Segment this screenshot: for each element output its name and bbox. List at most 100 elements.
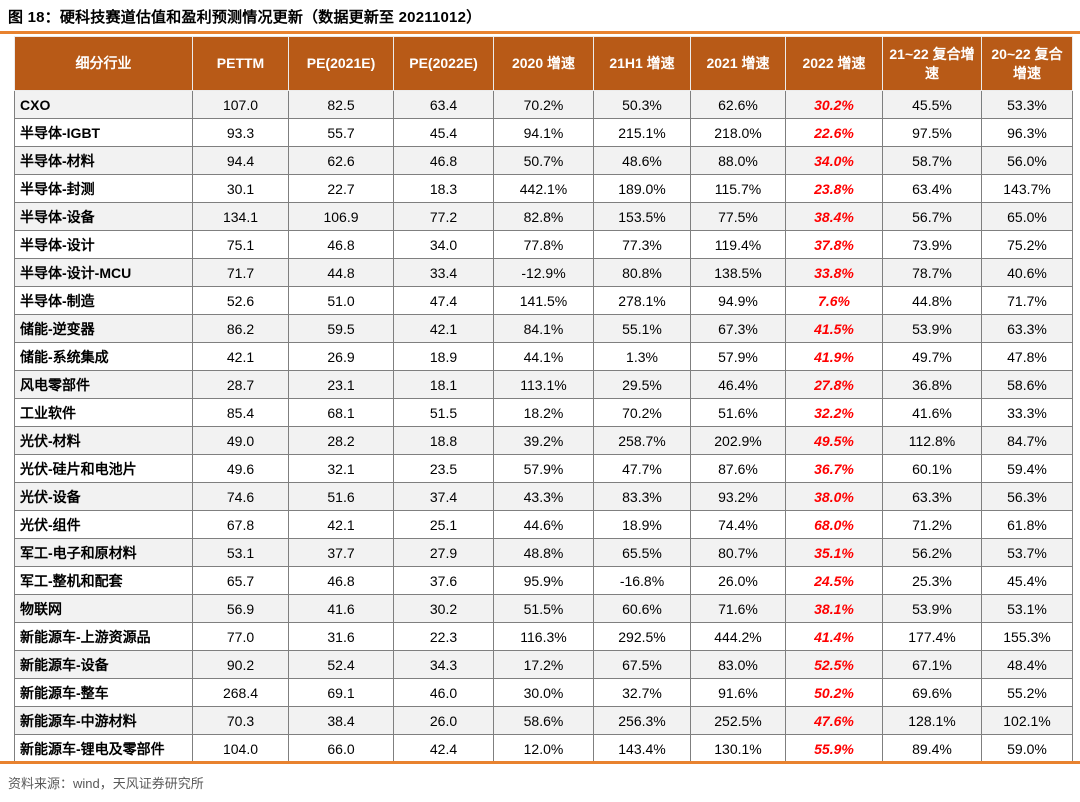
- value-cell: 52.4: [288, 650, 394, 679]
- table-row: 储能-逆变器 86.2 59.5 42.1 84.1% 55.1% 67.3% 41.5% 53…: [14, 314, 1073, 343]
- value-cell: 42.1: [288, 510, 394, 539]
- value-cell: 41.6: [288, 594, 394, 623]
- value-cell: 36.8%: [882, 370, 982, 399]
- value-cell: 57.9%: [690, 342, 786, 371]
- value-cell: 56.2%: [882, 538, 982, 567]
- value-cell: 82.8%: [493, 202, 594, 231]
- value-cell: 18.9%: [593, 510, 691, 539]
- value-cell: 30.2%: [785, 90, 883, 119]
- value-cell: 34.0: [393, 230, 494, 259]
- value-cell: 94.1%: [493, 118, 594, 147]
- value-cell: 91.6%: [690, 678, 786, 707]
- value-cell: 51.5%: [493, 594, 594, 623]
- industry-name-cell: 半导体-制造: [14, 286, 193, 315]
- value-cell: 67.5%: [593, 650, 691, 679]
- value-cell: 83.3%: [593, 482, 691, 511]
- value-cell: 30.0%: [493, 678, 594, 707]
- value-cell: 12.0%: [493, 734, 594, 763]
- value-cell: 27.8%: [785, 370, 883, 399]
- value-cell: 53.9%: [882, 594, 982, 623]
- value-cell: 256.3%: [593, 706, 691, 735]
- value-cell: 40.6%: [981, 258, 1073, 287]
- value-cell: 59.5: [288, 314, 394, 343]
- column-header: 2021 增速: [690, 36, 786, 91]
- table-row: 半导体-制造 52.6 51.0 47.4 141.5% 278.1% 94.9% 7.6% 4…: [14, 286, 1073, 315]
- value-cell: 82.5: [288, 90, 394, 119]
- value-cell: 67.3%: [690, 314, 786, 343]
- value-cell: 444.2%: [690, 622, 786, 651]
- value-cell: 41.4%: [785, 622, 883, 651]
- value-cell: 89.4%: [882, 734, 982, 763]
- industry-name-cell: 军工-电子和原材料: [14, 538, 193, 567]
- value-cell: 94.9%: [690, 286, 786, 315]
- value-cell: 47.4: [393, 286, 494, 315]
- value-cell: 44.1%: [493, 342, 594, 371]
- industry-name-cell: CXO: [14, 90, 193, 119]
- value-cell: 215.1%: [593, 118, 691, 147]
- value-cell: 44.8%: [882, 286, 982, 315]
- value-cell: 48.6%: [593, 146, 691, 175]
- value-cell: 141.5%: [493, 286, 594, 315]
- column-header: 2020 增速: [493, 36, 594, 91]
- value-cell: 53.3%: [981, 90, 1073, 119]
- value-cell: 67.1%: [882, 650, 982, 679]
- value-cell: 34.0%: [785, 146, 883, 175]
- value-cell: 107.0: [192, 90, 289, 119]
- industry-name-cell: 军工-整机和配套: [14, 566, 193, 595]
- table-row: 物联网 56.9 41.6 30.2 51.5% 60.6% 71.6% 38.1% 53.9%…: [14, 594, 1073, 623]
- value-cell: 77.3%: [593, 230, 691, 259]
- value-cell: 43.3%: [493, 482, 594, 511]
- value-cell: 62.6: [288, 146, 394, 175]
- value-cell: 442.1%: [493, 174, 594, 203]
- value-cell: 25.1: [393, 510, 494, 539]
- value-cell: 28.7: [192, 370, 289, 399]
- value-cell: 67.8: [192, 510, 289, 539]
- value-cell: 56.3%: [981, 482, 1073, 511]
- industry-name-cell: 物联网: [14, 594, 193, 623]
- value-cell: 113.1%: [493, 370, 594, 399]
- value-cell: 39.2%: [493, 426, 594, 455]
- value-cell: 60.1%: [882, 454, 982, 483]
- value-cell: 74.4%: [690, 510, 786, 539]
- table-header-row: 细分行业 PETTM PE(2021E) PE(2022E) 2020 增速 21H1 增…: [14, 36, 1073, 91]
- value-cell: 130.1%: [690, 734, 786, 763]
- column-header: 细分行业: [14, 36, 193, 91]
- value-cell: 52.5%: [785, 650, 883, 679]
- value-cell: 18.3: [393, 174, 494, 203]
- value-cell: 85.4: [192, 398, 289, 427]
- industry-name-cell: 半导体-封测: [14, 174, 193, 203]
- value-cell: 134.1: [192, 202, 289, 231]
- value-cell: 49.7%: [882, 342, 982, 371]
- value-cell: -12.9%: [493, 258, 594, 287]
- value-cell: 30.2: [393, 594, 494, 623]
- value-cell: 268.4: [192, 678, 289, 707]
- value-cell: 86.2: [192, 314, 289, 343]
- value-cell: 25.3%: [882, 566, 982, 595]
- table-row: 军工-整机和配套 65.7 46.8 37.6 95.9% -16.8% 26.0% 24.5…: [14, 566, 1073, 595]
- value-cell: 30.1: [192, 174, 289, 203]
- value-cell: 51.6: [288, 482, 394, 511]
- value-cell: 26.9: [288, 342, 394, 371]
- value-cell: 87.6%: [690, 454, 786, 483]
- value-cell: 155.3%: [981, 622, 1073, 651]
- value-cell: 17.2%: [493, 650, 594, 679]
- value-cell: 56.0%: [981, 146, 1073, 175]
- table-row: 光伏-设备 74.6 51.6 37.4 43.3% 83.3% 93.2% 38.0% 63.…: [14, 482, 1073, 511]
- value-cell: 46.8: [288, 230, 394, 259]
- value-cell: 52.6: [192, 286, 289, 315]
- figure-title: 图 18：硬科技赛道估值和盈利预测情况更新（数据更新至 20211012）: [8, 9, 482, 26]
- value-cell: 37.8%: [785, 230, 883, 259]
- industry-name-cell: 光伏-组件: [14, 510, 193, 539]
- industry-name-cell: 储能-逆变器: [14, 314, 193, 343]
- industry-name-cell: 半导体-材料: [14, 146, 193, 175]
- table-row: 半导体-IGBT 93.3 55.7 45.4 94.1% 215.1% 218.0% 22.…: [14, 118, 1073, 147]
- value-cell: 70.2%: [593, 398, 691, 427]
- value-cell: 53.1%: [981, 594, 1073, 623]
- table-row: 风电零部件 28.7 23.1 18.1 113.1% 29.5% 46.4% 27.8% 36…: [14, 370, 1073, 399]
- industry-name-cell: 光伏-材料: [14, 426, 193, 455]
- table-row: 半导体-封测 30.1 22.7 18.3 442.1% 189.0% 115.7% 23.8…: [14, 174, 1073, 203]
- value-cell: 37.4: [393, 482, 494, 511]
- value-cell: 18.2%: [493, 398, 594, 427]
- value-cell: 88.0%: [690, 146, 786, 175]
- value-cell: 63.4: [393, 90, 494, 119]
